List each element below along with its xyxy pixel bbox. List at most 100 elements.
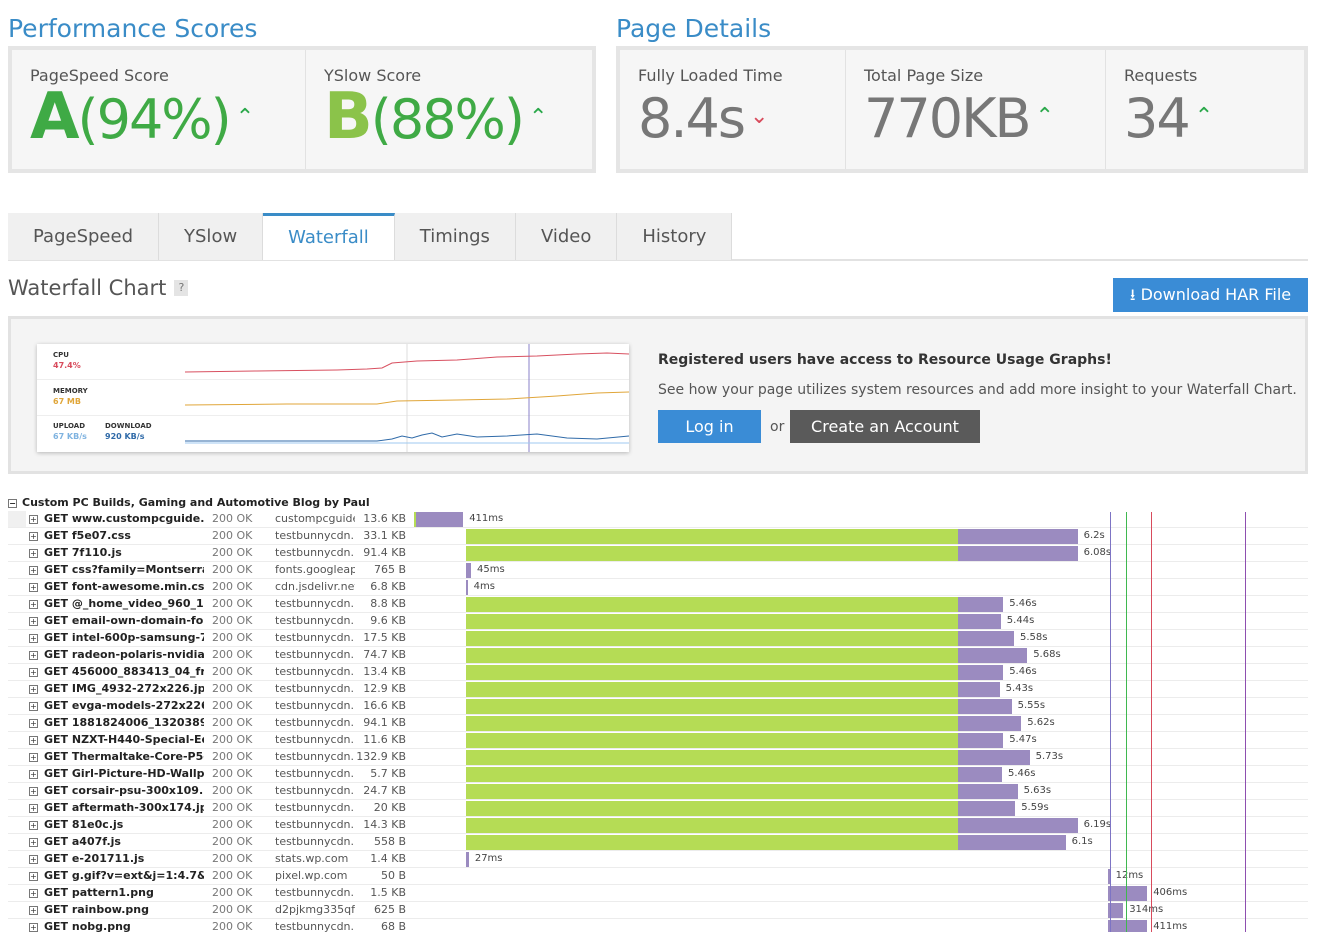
expand-icon[interactable]: + (29, 787, 38, 796)
expand-icon[interactable]: + (29, 838, 38, 847)
table-row[interactable]: + GET nobg.png 200 OK testbunnycdn.b- 68 B 41… (8, 919, 1308, 932)
tab-waterfall[interactable]: Waterfall (263, 213, 395, 260)
expand-icon[interactable]: + (29, 770, 38, 779)
request-domain: cdn.jsdelivr.net (275, 580, 355, 593)
request-status: 200 OK (212, 903, 253, 916)
expand-icon[interactable]: + (29, 651, 38, 660)
download-har-button[interactable]: ⭳ Download HAR File (1113, 278, 1308, 312)
receive-bar (465, 852, 469, 867)
expand-icon[interactable]: + (29, 702, 38, 711)
collapse-icon[interactable]: − (8, 499, 17, 508)
yslow-score: (88%) (370, 88, 525, 151)
expand-icon[interactable]: + (29, 889, 38, 898)
table-row[interactable]: + GET @_home_video_960_12 200 OK testbunnyc… (8, 596, 1308, 613)
expand-icon[interactable]: + (29, 634, 38, 643)
table-row[interactable]: + GET www.custompcguide.ne 200 OK custompcg… (8, 511, 1308, 528)
expand-icon[interactable]: + (29, 668, 38, 677)
login-button[interactable]: Log in (658, 410, 761, 443)
download-value: 920 KB/s (105, 432, 145, 441)
request-size: 765 B (373, 563, 406, 576)
request-url: GET IMG_4932-272x226.jpg (44, 682, 204, 695)
request-domain: testbunnycdn.b- (275, 614, 355, 627)
table-row[interactable]: + GET radeon-polaris-nvidia-pa 200 OK testb… (8, 647, 1308, 664)
expand-icon[interactable]: + (29, 923, 38, 932)
receive-bar (957, 835, 1066, 850)
expand-icon[interactable]: + (29, 566, 38, 575)
table-row[interactable]: + GET f5e07.css 200 OK testbunnycdn.b- 33.1 … (8, 528, 1308, 545)
expand-icon[interactable]: + (29, 549, 38, 558)
tab-video[interactable]: Video (515, 213, 618, 260)
table-row[interactable]: + GET g.gif?v=ext&j=1:4.7&bl 200 OK pixel.w… (8, 868, 1308, 885)
tab-yslow[interactable]: YSlow (159, 213, 264, 260)
receive-bar (1107, 886, 1148, 901)
request-size: 68 B (380, 920, 406, 932)
help-icon[interactable]: ? (174, 280, 189, 296)
tab-timings[interactable]: Timings (394, 213, 516, 260)
expand-icon[interactable]: + (29, 855, 38, 864)
request-status: 200 OK (212, 546, 253, 559)
table-row[interactable]: + GET e-201711.js 200 OK stats.wp.com 1.4 KB… (8, 851, 1308, 868)
request-size: 625 B (373, 903, 406, 916)
tab-pagespeed[interactable]: PageSpeed (8, 213, 160, 260)
expand-icon[interactable]: + (29, 736, 38, 745)
table-row[interactable]: + GET css?family=Montserrat: 200 OK fonts.g… (8, 562, 1308, 579)
table-row[interactable]: + GET Thermaltake-Core-P5-A 200 OK testbunn… (8, 749, 1308, 766)
performance-title: Performance Scores (8, 14, 258, 43)
expand-icon[interactable]: + (29, 600, 38, 609)
table-row[interactable]: + GET 456000_883413_04_fro 200 OK testbunny… (8, 664, 1308, 681)
table-row[interactable]: + GET font-awesome.min.css 200 OK cdn.jsdel… (8, 579, 1308, 596)
expand-icon[interactable]: + (29, 532, 38, 541)
waterfall-group[interactable]: − Custom PC Builds, Gaming and Automotive… (8, 494, 1308, 511)
report-tabs: PageSpeed YSlow Waterfall Timings Video … (8, 213, 1308, 261)
table-row[interactable]: + GET 1881824006_13203895 200 OK testbunnyc… (8, 715, 1308, 732)
wait-bar (465, 614, 958, 629)
create-account-button[interactable]: Create an Account (790, 410, 980, 443)
table-row[interactable]: + GET corsair-psu-300x109.pn 200 OK testbun… (8, 783, 1308, 800)
request-url: GET corsair-psu-300x109.pn (44, 784, 204, 797)
request-url: GET intel-600p-samsung-750 (44, 631, 204, 644)
expand-icon[interactable]: + (29, 804, 38, 813)
timing-bars: 6.1s (414, 834, 1308, 851)
expand-icon[interactable]: + (29, 753, 38, 762)
table-row[interactable]: + GET pattern1.png 200 OK testbunnycdn.b- 1.… (8, 885, 1308, 902)
table-row[interactable]: + GET aftermath-300x174.jpg 200 OK testbunn… (8, 800, 1308, 817)
request-time: 5.46s (1008, 768, 1036, 779)
timing-bars: 5.46s (414, 664, 1308, 681)
table-row[interactable]: + GET a407f.js 200 OK testbunnycdn.b- 558 B 6… (8, 834, 1308, 851)
expand-icon[interactable]: + (29, 821, 38, 830)
table-row[interactable]: + GET IMG_4932-272x226.jpg 200 OK testbunny… (8, 681, 1308, 698)
request-time: 12ms (1115, 870, 1144, 881)
request-domain: testbunnycdn.b- (275, 631, 355, 644)
table-row[interactable]: + GET evga-models-272x226.jp 200 OK testbun… (8, 698, 1308, 715)
receive-bar (465, 580, 468, 595)
table-row[interactable]: + GET 81e0c.js 200 OK testbunnycdn.b- 14.3 K… (8, 817, 1308, 834)
receive-bar (957, 546, 1078, 561)
table-row[interactable]: + GET Girl-Picture-HD-Wallpap 200 OK testbu… (8, 766, 1308, 783)
tab-history[interactable]: History (617, 213, 733, 260)
timing-bars: 12ms (414, 868, 1308, 885)
expand-icon[interactable]: + (29, 685, 38, 694)
expand-icon[interactable]: + (29, 906, 38, 915)
request-status: 200 OK (212, 614, 253, 627)
row-marker (8, 511, 26, 528)
wait-bar (465, 835, 958, 850)
table-row[interactable]: + GET rainbow.png 200 OK d2pjkmg335qfp5 625 … (8, 902, 1308, 919)
cpu-value: 47.4% (53, 361, 81, 370)
request-url: GET pattern1.png (44, 886, 154, 899)
expand-icon[interactable]: + (29, 583, 38, 592)
expand-icon[interactable]: + (29, 515, 38, 524)
timing-bars: 5.47s (414, 732, 1308, 749)
expand-icon[interactable]: + (29, 872, 38, 881)
expand-icon[interactable]: + (29, 617, 38, 626)
request-time: 406ms (1153, 887, 1188, 898)
timing-bars: 5.73s (414, 749, 1308, 766)
table-row[interactable]: + GET 7f110.js 200 OK testbunnycdn.b- 91.4 K… (8, 545, 1308, 562)
request-time: 5.58s (1020, 632, 1048, 643)
promo-text: See how your page utilizes system resour… (658, 382, 1297, 398)
receive-bar (957, 682, 1000, 697)
download-label: DOWNLOAD (105, 422, 152, 430)
table-row[interactable]: + GET intel-600p-samsung-750 200 OK testbun… (8, 630, 1308, 647)
table-row[interactable]: + GET NZXT-H440-Special-Edit 200 OK testbun… (8, 732, 1308, 749)
expand-icon[interactable]: + (29, 719, 38, 728)
table-row[interactable]: + GET email-own-domain-for-v 200 OK testbun… (8, 613, 1308, 630)
